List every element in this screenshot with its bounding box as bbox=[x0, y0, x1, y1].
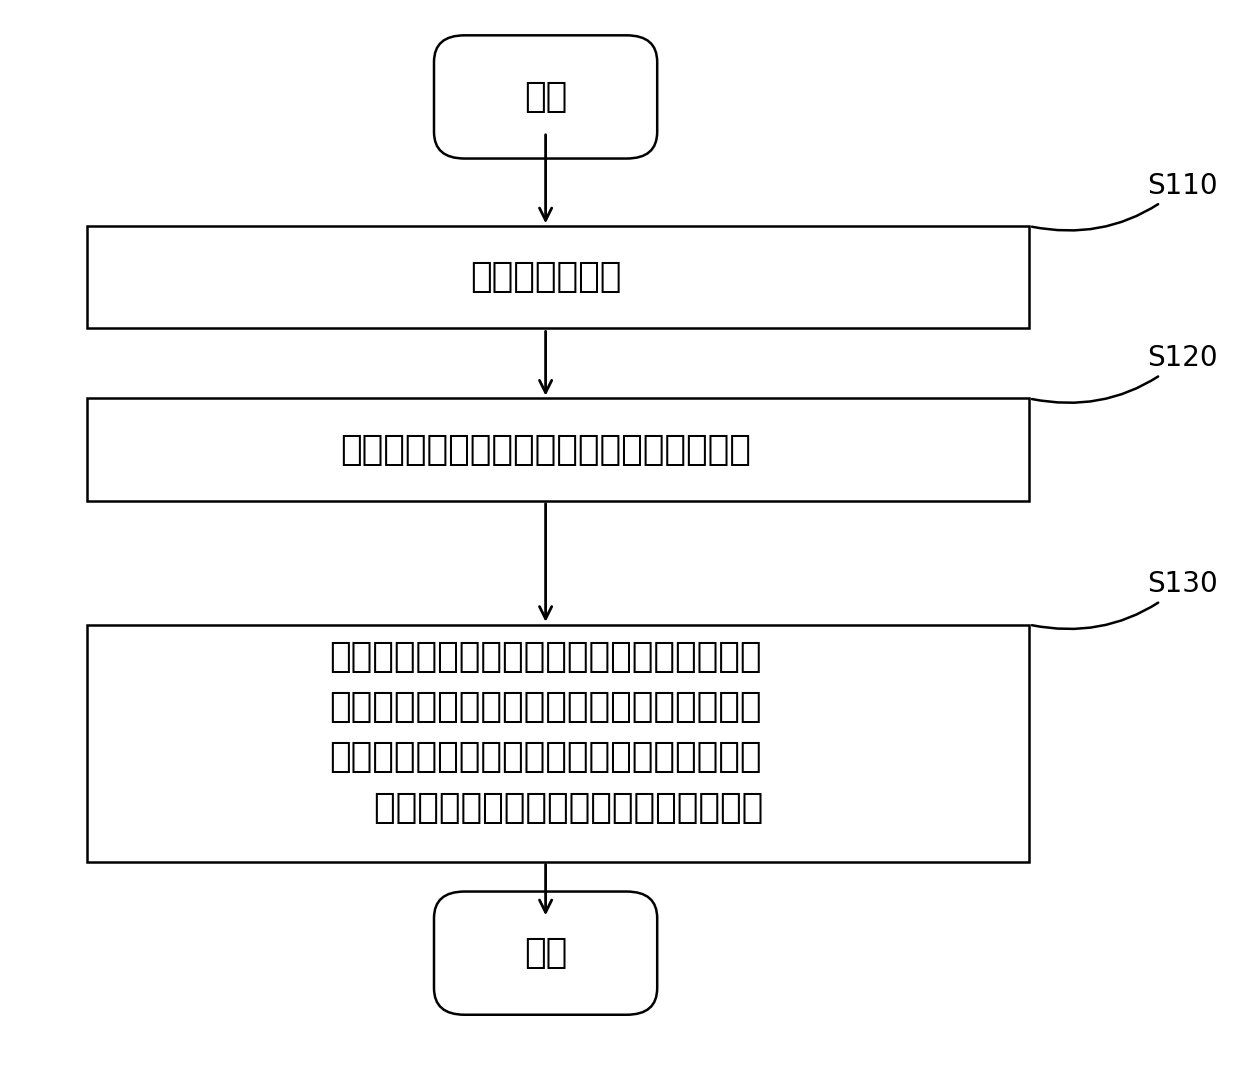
FancyBboxPatch shape bbox=[87, 398, 1029, 501]
FancyBboxPatch shape bbox=[87, 226, 1029, 328]
Text: S110: S110 bbox=[1032, 172, 1218, 230]
FancyBboxPatch shape bbox=[434, 36, 657, 158]
Text: 结束: 结束 bbox=[525, 936, 567, 970]
FancyBboxPatch shape bbox=[434, 892, 657, 1015]
Text: S120: S120 bbox=[1032, 345, 1218, 403]
Text: 将标记好的肺超声图像输入至预先训练好的密
集卷积网络模型中，利用所述密集卷积网络模
型对所述肺超声图像进行分析，获得表征所述
    肺超声图像对应的肺损伤程度: 将标记好的肺超声图像输入至预先训练好的密 集卷积网络模型中，利用所述密集卷积网络… bbox=[327, 640, 764, 825]
Text: 获取肺超声图像: 获取肺超声图像 bbox=[470, 261, 621, 294]
Text: 开始: 开始 bbox=[525, 80, 567, 114]
FancyBboxPatch shape bbox=[87, 625, 1029, 862]
Text: S130: S130 bbox=[1032, 571, 1218, 629]
Text: 对所述肺超声图像基于肺超声征象进行标记: 对所述肺超声图像基于肺超声征象进行标记 bbox=[340, 433, 751, 466]
